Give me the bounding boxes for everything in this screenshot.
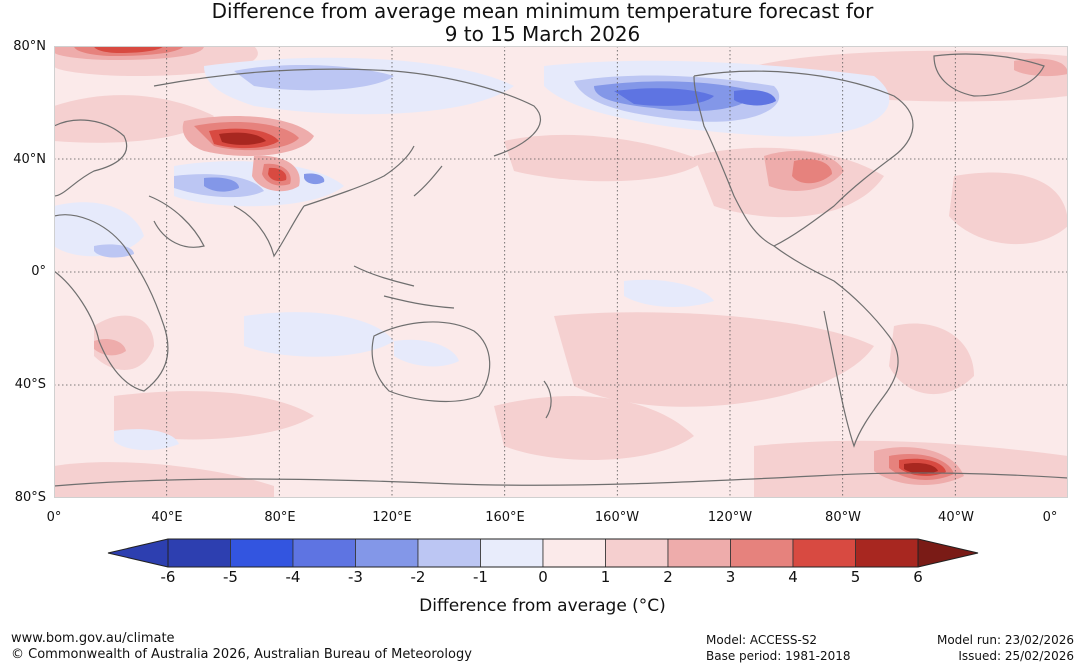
colorbar-tick: 1 bbox=[600, 568, 611, 586]
colorbar-tick: 0 bbox=[538, 568, 548, 586]
colorbar-tick: 5 bbox=[850, 568, 861, 586]
lon-label-120w: 120°W bbox=[707, 510, 753, 525]
colorbar-tick: 4 bbox=[788, 568, 798, 586]
colorbar-segments bbox=[167, 538, 919, 568]
colorbar-segment bbox=[417, 538, 481, 568]
colorbar-under-triangle bbox=[108, 539, 168, 567]
forecast-map bbox=[54, 46, 1068, 498]
lat-label-40n: 40°N bbox=[13, 152, 46, 167]
graticule bbox=[54, 46, 1068, 498]
colorbar-segment bbox=[167, 538, 231, 568]
model-run-date: Model run: 23/02/2026 bbox=[936, 633, 1074, 647]
colorbar-segment bbox=[730, 538, 794, 568]
anomaly-minus-4-to-minus-3-regions bbox=[614, 88, 776, 106]
colorbar-segment bbox=[355, 538, 419, 568]
colorbar-segment bbox=[605, 538, 669, 568]
lon-label-0-right: 0° bbox=[1042, 510, 1058, 525]
footer-model-info: Model: ACCESS-S2 Base period: 1981-2018 bbox=[706, 632, 851, 664]
colorbar bbox=[107, 538, 979, 568]
colorbar-segment bbox=[667, 538, 731, 568]
colorbar-tick: -4 bbox=[285, 568, 301, 586]
colorbar-segment bbox=[855, 538, 919, 568]
model-name: Model: ACCESS-S2 bbox=[706, 633, 818, 647]
footer-left: www.bom.gov.au/climate © Commonwealth of… bbox=[11, 631, 472, 663]
lat-label-0: 0° bbox=[31, 264, 46, 279]
map-title: Difference from average mean minimum tem… bbox=[0, 0, 1085, 46]
lon-label-80e: 80°E bbox=[264, 510, 296, 525]
lat-label-40s: 40°S bbox=[14, 377, 46, 392]
lon-label-40w: 40°W bbox=[938, 510, 974, 525]
coastlines bbox=[54, 53, 1068, 487]
map-frame bbox=[54, 46, 1068, 498]
colorbar-tick: -3 bbox=[348, 568, 363, 586]
colorbar-segment bbox=[230, 538, 294, 568]
footer-run-info: Model run: 23/02/2026 Issued: 25/02/2026 bbox=[937, 632, 1074, 664]
map-canvas bbox=[54, 46, 1068, 498]
lon-label-40e: 40°E bbox=[151, 510, 183, 525]
colorbar-tick: -5 bbox=[223, 568, 238, 586]
colorbar-tick: 3 bbox=[725, 568, 736, 586]
colorbar-segment bbox=[480, 538, 544, 568]
colorbar-outline bbox=[107, 538, 979, 568]
issued-date: Issued: 25/02/2026 bbox=[958, 649, 1074, 663]
colorbar-tick: -1 bbox=[473, 568, 488, 586]
colorbar-segment bbox=[542, 538, 606, 568]
website-link[interactable]: www.bom.gov.au/climate bbox=[11, 631, 175, 646]
lon-label-0-left: 0° bbox=[46, 510, 62, 525]
lon-label-160e: 160°E bbox=[485, 510, 525, 525]
anomaly-5-to-6-regions bbox=[219, 132, 938, 474]
anomaly-1-to-2-regions bbox=[54, 46, 1068, 498]
colorbar-tick: 6 bbox=[913, 568, 923, 586]
lat-label-80s: 80°S bbox=[14, 490, 46, 505]
colorbar-title: Difference from average (°C) bbox=[419, 596, 666, 616]
title-line-2: 9 to 15 March 2026 bbox=[444, 22, 641, 46]
title-line-1: Difference from average mean minimum tem… bbox=[211, 0, 874, 23]
colorbar-tick: -6 bbox=[160, 568, 176, 586]
colorbar-segment bbox=[792, 538, 856, 568]
lon-label-80w: 80°W bbox=[825, 510, 861, 525]
copyright-text: © Commonwealth of Australia 2026, Austra… bbox=[11, 647, 472, 662]
colorbar-tick: -2 bbox=[410, 568, 426, 586]
colorbar-segment bbox=[292, 538, 356, 568]
lon-label-160w: 160°W bbox=[594, 510, 640, 525]
colorbar-tick: 2 bbox=[663, 568, 673, 586]
base-period: Base period: 1981-2018 bbox=[706, 649, 851, 663]
lat-label-80n: 80°N bbox=[13, 39, 46, 54]
lon-label-120e: 120°E bbox=[372, 510, 412, 525]
colorbar-over-triangle bbox=[918, 539, 978, 567]
